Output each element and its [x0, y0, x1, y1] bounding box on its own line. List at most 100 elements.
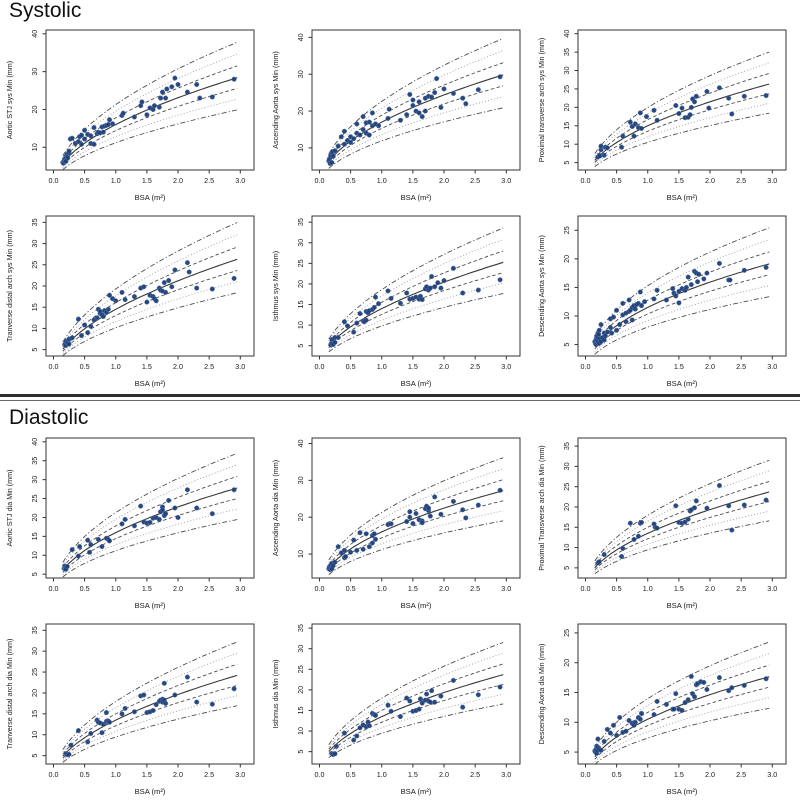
- x-axis-label: BSA (m²): [401, 787, 432, 796]
- data-point: [410, 102, 416, 109]
- x-tick-label: 1.0: [377, 770, 387, 779]
- y-tick-label: 25: [562, 85, 571, 93]
- centile-curve: [62, 498, 238, 573]
- x-tick-label: 2.5: [470, 176, 480, 185]
- chart-svg: 0.0 0.5 1.0 1.5 2.0 2.5 3.0 5 10 15 20 25 BSA (m²) De…: [537, 215, 787, 388]
- y-tick-label: 10: [30, 731, 39, 739]
- data-point: [341, 128, 347, 134]
- data-point: [601, 738, 607, 744]
- x-axis-ticks: 0.0 0.5 1.0 1.5 2.0 2.5 3.0: [580, 764, 777, 779]
- x-tick-label: 2.5: [204, 362, 214, 371]
- plot-box: [45, 623, 255, 765]
- data-point: [363, 317, 369, 323]
- plot-box: [311, 215, 521, 357]
- centile-curve: [62, 476, 238, 568]
- data-point: [497, 74, 503, 80]
- centile-curves: [594, 51, 770, 167]
- data-point: [351, 136, 357, 142]
- data-point: [693, 93, 699, 99]
- x-tick-label: 0.0: [580, 362, 590, 371]
- y-axis-label: Ascending Aorta dia Min (mm): [271, 460, 280, 556]
- y-axis-ticks: 10 20 30 40: [30, 30, 46, 151]
- y-tick-label: 25: [296, 665, 305, 673]
- data-point: [695, 279, 701, 285]
- y-tick-label: 35: [30, 457, 39, 465]
- x-axis-label: BSA (m²): [135, 193, 166, 202]
- data-point: [172, 505, 178, 511]
- y-tick-label: 10: [30, 143, 39, 151]
- data-point: [87, 549, 93, 555]
- data-point: [729, 685, 735, 691]
- y-tick-label: 20: [562, 503, 571, 511]
- data-point: [463, 101, 469, 107]
- chart-svg: 0.0 0.5 1.0 1.5 2.0 2.5 3.0 5 10 15 20 25 30 35 40 BSA …: [537, 29, 787, 202]
- data-point: [388, 521, 394, 527]
- data-point: [497, 277, 503, 283]
- data-point: [78, 141, 85, 147]
- data-point: [99, 544, 105, 550]
- centile-curve: [328, 693, 504, 757]
- data-point: [475, 87, 481, 93]
- data-point: [100, 313, 106, 320]
- data-point: [673, 691, 679, 697]
- centile-curve: [594, 653, 770, 752]
- x-tick-label: 0.5: [346, 176, 356, 185]
- centile-curve: [62, 695, 238, 761]
- x-tick-label: 1.0: [377, 584, 387, 593]
- data-point: [103, 710, 109, 716]
- chart-svg: 0.0 0.5 1.0 1.5 2.0 2.5 3.0 5 10 15 20 25 30 35 BSA (m…: [271, 215, 521, 388]
- centile-curve: [594, 296, 770, 355]
- y-tick-label: 20: [30, 689, 39, 697]
- centile-curve: [594, 686, 770, 760]
- x-tick-label: 1.5: [674, 770, 684, 779]
- data-point: [438, 285, 444, 291]
- y-tick-label: 10: [296, 321, 305, 329]
- data-point: [357, 725, 363, 731]
- data-point: [450, 90, 456, 96]
- y-axis-label: Isthmus sys Min (mm): [271, 251, 280, 321]
- data-point: [637, 110, 643, 116]
- centile-curve: [62, 292, 238, 356]
- x-tick-label: 0.0: [580, 584, 590, 593]
- x-tick-label: 1.0: [377, 362, 387, 371]
- data-point: [410, 97, 416, 103]
- data-point: [475, 287, 481, 293]
- data-point: [209, 511, 215, 517]
- x-tick-label: 2.0: [173, 176, 183, 185]
- centile-curve: [62, 685, 238, 759]
- data-point: [706, 105, 712, 111]
- x-tick-label: 2.0: [439, 362, 449, 371]
- scatter-plot-aortic-stj-dia: 0.0 0.5 1.0 1.5 2.0 2.5 3.0 5 10 15 20 25 30 35 40 BSA …: [0, 430, 266, 616]
- data-point: [159, 507, 166, 513]
- data-point: [197, 95, 203, 101]
- x-axis-label: BSA (m²): [135, 379, 166, 388]
- x-tick-label: 0.5: [80, 584, 90, 593]
- data-point: [654, 117, 660, 123]
- data-point: [637, 716, 643, 722]
- data-point: [335, 143, 341, 149]
- y-axis-label: Descending Aorta dia Min (mm): [537, 644, 546, 745]
- x-axis-label: BSA (m²): [135, 787, 166, 796]
- data-point: [385, 115, 391, 121]
- scatter-points: [595, 85, 769, 160]
- x-tick-label: 0.0: [314, 584, 324, 593]
- x-tick-label: 1.5: [408, 584, 418, 593]
- data-point: [704, 270, 710, 276]
- data-point: [635, 533, 641, 539]
- centile-curve: [594, 707, 770, 764]
- x-axis-label: BSA (m²): [667, 193, 698, 202]
- data-point: [354, 733, 360, 739]
- data-point: [716, 260, 722, 266]
- data-point: [410, 520, 416, 527]
- data-point: [741, 93, 747, 99]
- plot-box: [45, 29, 255, 171]
- data-point: [598, 747, 604, 753]
- data-point: [424, 691, 430, 697]
- x-tick-label: 3.0: [501, 584, 511, 593]
- data-point: [688, 673, 694, 679]
- mean-curve: [594, 491, 770, 569]
- x-tick-label: 1.5: [408, 770, 418, 779]
- data-point: [397, 714, 403, 720]
- x-tick-label: 0.5: [612, 770, 622, 779]
- data-point: [153, 702, 159, 708]
